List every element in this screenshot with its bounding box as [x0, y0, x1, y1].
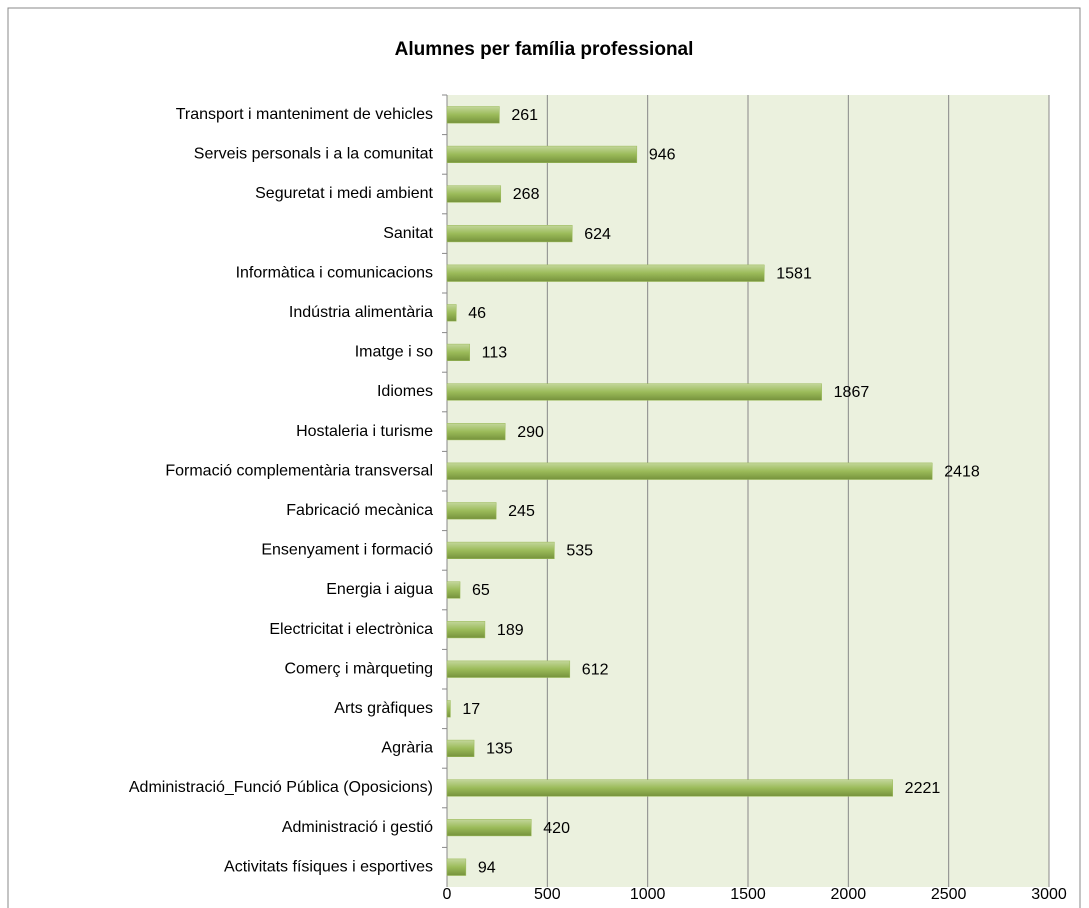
bar: [446, 106, 500, 124]
data-label: 189: [497, 622, 524, 639]
data-label: 1867: [834, 384, 870, 401]
bar: [446, 462, 933, 480]
x-tick-label: 1000: [630, 886, 666, 903]
data-label: 2221: [905, 780, 941, 797]
y-tick-label: Comerç i màrqueting: [285, 660, 434, 677]
bar: [446, 858, 467, 876]
data-label: 535: [566, 543, 593, 560]
y-tick-label: Imatge i so: [355, 344, 433, 361]
bar: [446, 185, 502, 203]
bar: [446, 739, 475, 757]
x-tick-label: 500: [534, 886, 561, 903]
y-tick-label: Indústria alimentària: [289, 304, 433, 321]
bar: [446, 502, 497, 520]
bar: [446, 581, 461, 599]
x-tick-label: 3000: [1031, 886, 1067, 903]
chart-title: Alumnes per família professional: [395, 39, 694, 60]
bar: [446, 383, 822, 401]
data-label: 65: [472, 582, 490, 599]
y-tick-label: Seguretat i medi ambient: [255, 185, 433, 202]
bar: [446, 541, 555, 559]
data-label: 46: [468, 305, 486, 322]
y-tick-label: Sanitat: [383, 225, 433, 242]
bar: [446, 700, 451, 718]
bar: [446, 145, 638, 163]
data-label: 946: [649, 147, 676, 164]
data-label: 420: [543, 820, 570, 837]
data-label: 624: [584, 226, 611, 243]
y-tick-label: Informàtica i comunicacions: [236, 264, 433, 281]
y-tick-label: Hostaleria i turisme: [296, 423, 433, 440]
data-label: 113: [482, 345, 508, 362]
y-tick-label: Ensenyament i formació: [261, 542, 433, 559]
y-tick-label: Activitats físiques i esportives: [224, 858, 433, 875]
x-tick-label: 0: [443, 886, 452, 903]
data-label: 2418: [944, 463, 980, 480]
y-tick-label: Formació complementària transversal: [165, 462, 433, 479]
y-tick-label: Agrària: [381, 740, 433, 757]
y-tick-label: Electricitat i electrònica: [269, 621, 433, 638]
y-tick-label: Arts gràfiques: [334, 700, 433, 717]
data-label: 261: [511, 107, 538, 124]
x-tick-label: 2500: [931, 886, 967, 903]
bar: [446, 264, 765, 282]
data-label: 1581: [776, 265, 812, 282]
bar: [446, 660, 571, 678]
bar: [446, 423, 506, 441]
x-tick-label: 1500: [730, 886, 766, 903]
bar: [446, 304, 457, 322]
data-label: 94: [478, 859, 496, 876]
data-label: 245: [508, 503, 535, 520]
bar: [446, 779, 893, 797]
bar: [446, 621, 486, 639]
data-label: 612: [582, 661, 609, 678]
bar: [446, 819, 532, 837]
y-tick-label: Serveis personals i a la comunitat: [194, 146, 434, 163]
y-tick-label: Transport i manteniment de vehicles: [176, 106, 433, 123]
y-tick-label: Idiomes: [377, 383, 433, 400]
y-tick-label: Fabricació mecànica: [286, 502, 433, 519]
bar: [446, 225, 573, 243]
y-tick-label: Administració i gestió: [282, 819, 433, 836]
x-tick-label: 2000: [831, 886, 867, 903]
bar: [446, 343, 470, 361]
y-tick-label: Energia i aigua: [326, 581, 433, 598]
data-label: 268: [513, 186, 540, 203]
data-label: 17: [462, 701, 480, 718]
data-label: 290: [517, 424, 544, 441]
data-label: 135: [486, 741, 513, 758]
y-tick-label: Administració_Funció Pública (Oposicions…: [129, 779, 433, 796]
